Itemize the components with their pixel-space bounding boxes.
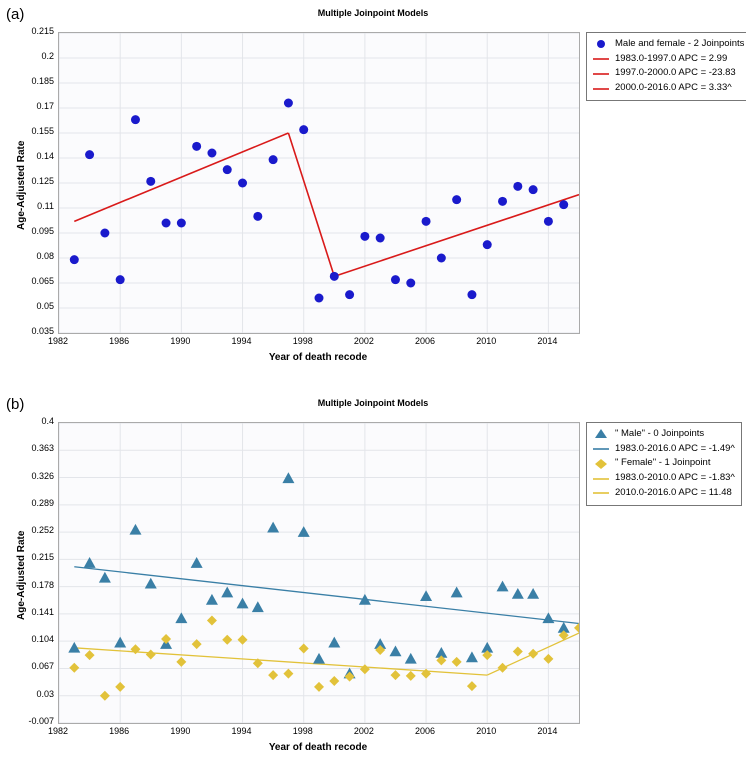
line-icon bbox=[591, 443, 611, 455]
triangle-icon bbox=[591, 428, 611, 440]
panel-b-legend: " Male" - 0 Joinpoints1983.0-2016.0 APC … bbox=[586, 422, 742, 506]
line-icon bbox=[591, 487, 611, 499]
legend-item: 1997.0-2000.0 APC = -23.83 bbox=[591, 66, 744, 81]
line-icon bbox=[591, 83, 611, 95]
line-icon bbox=[591, 68, 611, 80]
panel-a-ylabel: Age-Adjusted Rate bbox=[16, 141, 27, 230]
legend-text: 1983.0-1997.0 APC = 2.99 bbox=[615, 52, 727, 67]
panel-b: (b) Multiple Joinpoint Models -0.0070.03… bbox=[0, 390, 746, 770]
panel-b-ylabel: Age-Adjusted Rate bbox=[16, 531, 27, 620]
legend-item: 1983.0-2016.0 APC = -1.49^ bbox=[591, 442, 735, 457]
legend-item: 2000.0-2016.0 APC = 3.33^ bbox=[591, 81, 744, 96]
panel-a-plot bbox=[58, 32, 580, 334]
panel-a: (a) Multiple Joinpoint Models 0.0350.050… bbox=[0, 0, 746, 380]
legend-text: 2010.0-2016.0 APC = 11.48 bbox=[615, 486, 732, 501]
panel-b-xlabel: Year of death recode bbox=[58, 742, 578, 753]
legend-text: Male and female - 2 Joinpoints bbox=[615, 37, 744, 52]
panel-a-xlabel: Year of death recode bbox=[58, 352, 578, 363]
legend-item: 1983.0-1997.0 APC = 2.99 bbox=[591, 52, 744, 67]
legend-text: " Female" - 1 Joinpoint bbox=[615, 456, 710, 471]
dot-icon bbox=[591, 38, 611, 50]
legend-text: 1983.0-2010.0 APC = -1.83^ bbox=[615, 471, 735, 486]
line-icon bbox=[591, 473, 611, 485]
figure: (a) Multiple Joinpoint Models 0.0350.050… bbox=[0, 0, 746, 774]
panel-b-plot bbox=[58, 422, 580, 724]
line-icon bbox=[591, 53, 611, 65]
legend-text: 1983.0-2016.0 APC = -1.49^ bbox=[615, 442, 735, 457]
panel-b-title: Multiple Joinpoint Models bbox=[0, 398, 746, 408]
legend-item: 1983.0-2010.0 APC = -1.83^ bbox=[591, 471, 735, 486]
legend-item: " Female" - 1 Joinpoint bbox=[591, 456, 735, 471]
panel-a-legend: Male and female - 2 Joinpoints1983.0-199… bbox=[586, 32, 746, 101]
legend-item: " Male" - 0 Joinpoints bbox=[591, 427, 735, 442]
legend-text: " Male" - 0 Joinpoints bbox=[615, 427, 704, 442]
legend-item: Male and female - 2 Joinpoints bbox=[591, 37, 744, 52]
legend-text: 1997.0-2000.0 APC = -23.83 bbox=[615, 66, 736, 81]
diamond-icon bbox=[591, 458, 611, 470]
legend-text: 2000.0-2016.0 APC = 3.33^ bbox=[615, 81, 732, 96]
legend-item: 2010.0-2016.0 APC = 11.48 bbox=[591, 486, 735, 501]
panel-a-title: Multiple Joinpoint Models bbox=[0, 8, 746, 18]
